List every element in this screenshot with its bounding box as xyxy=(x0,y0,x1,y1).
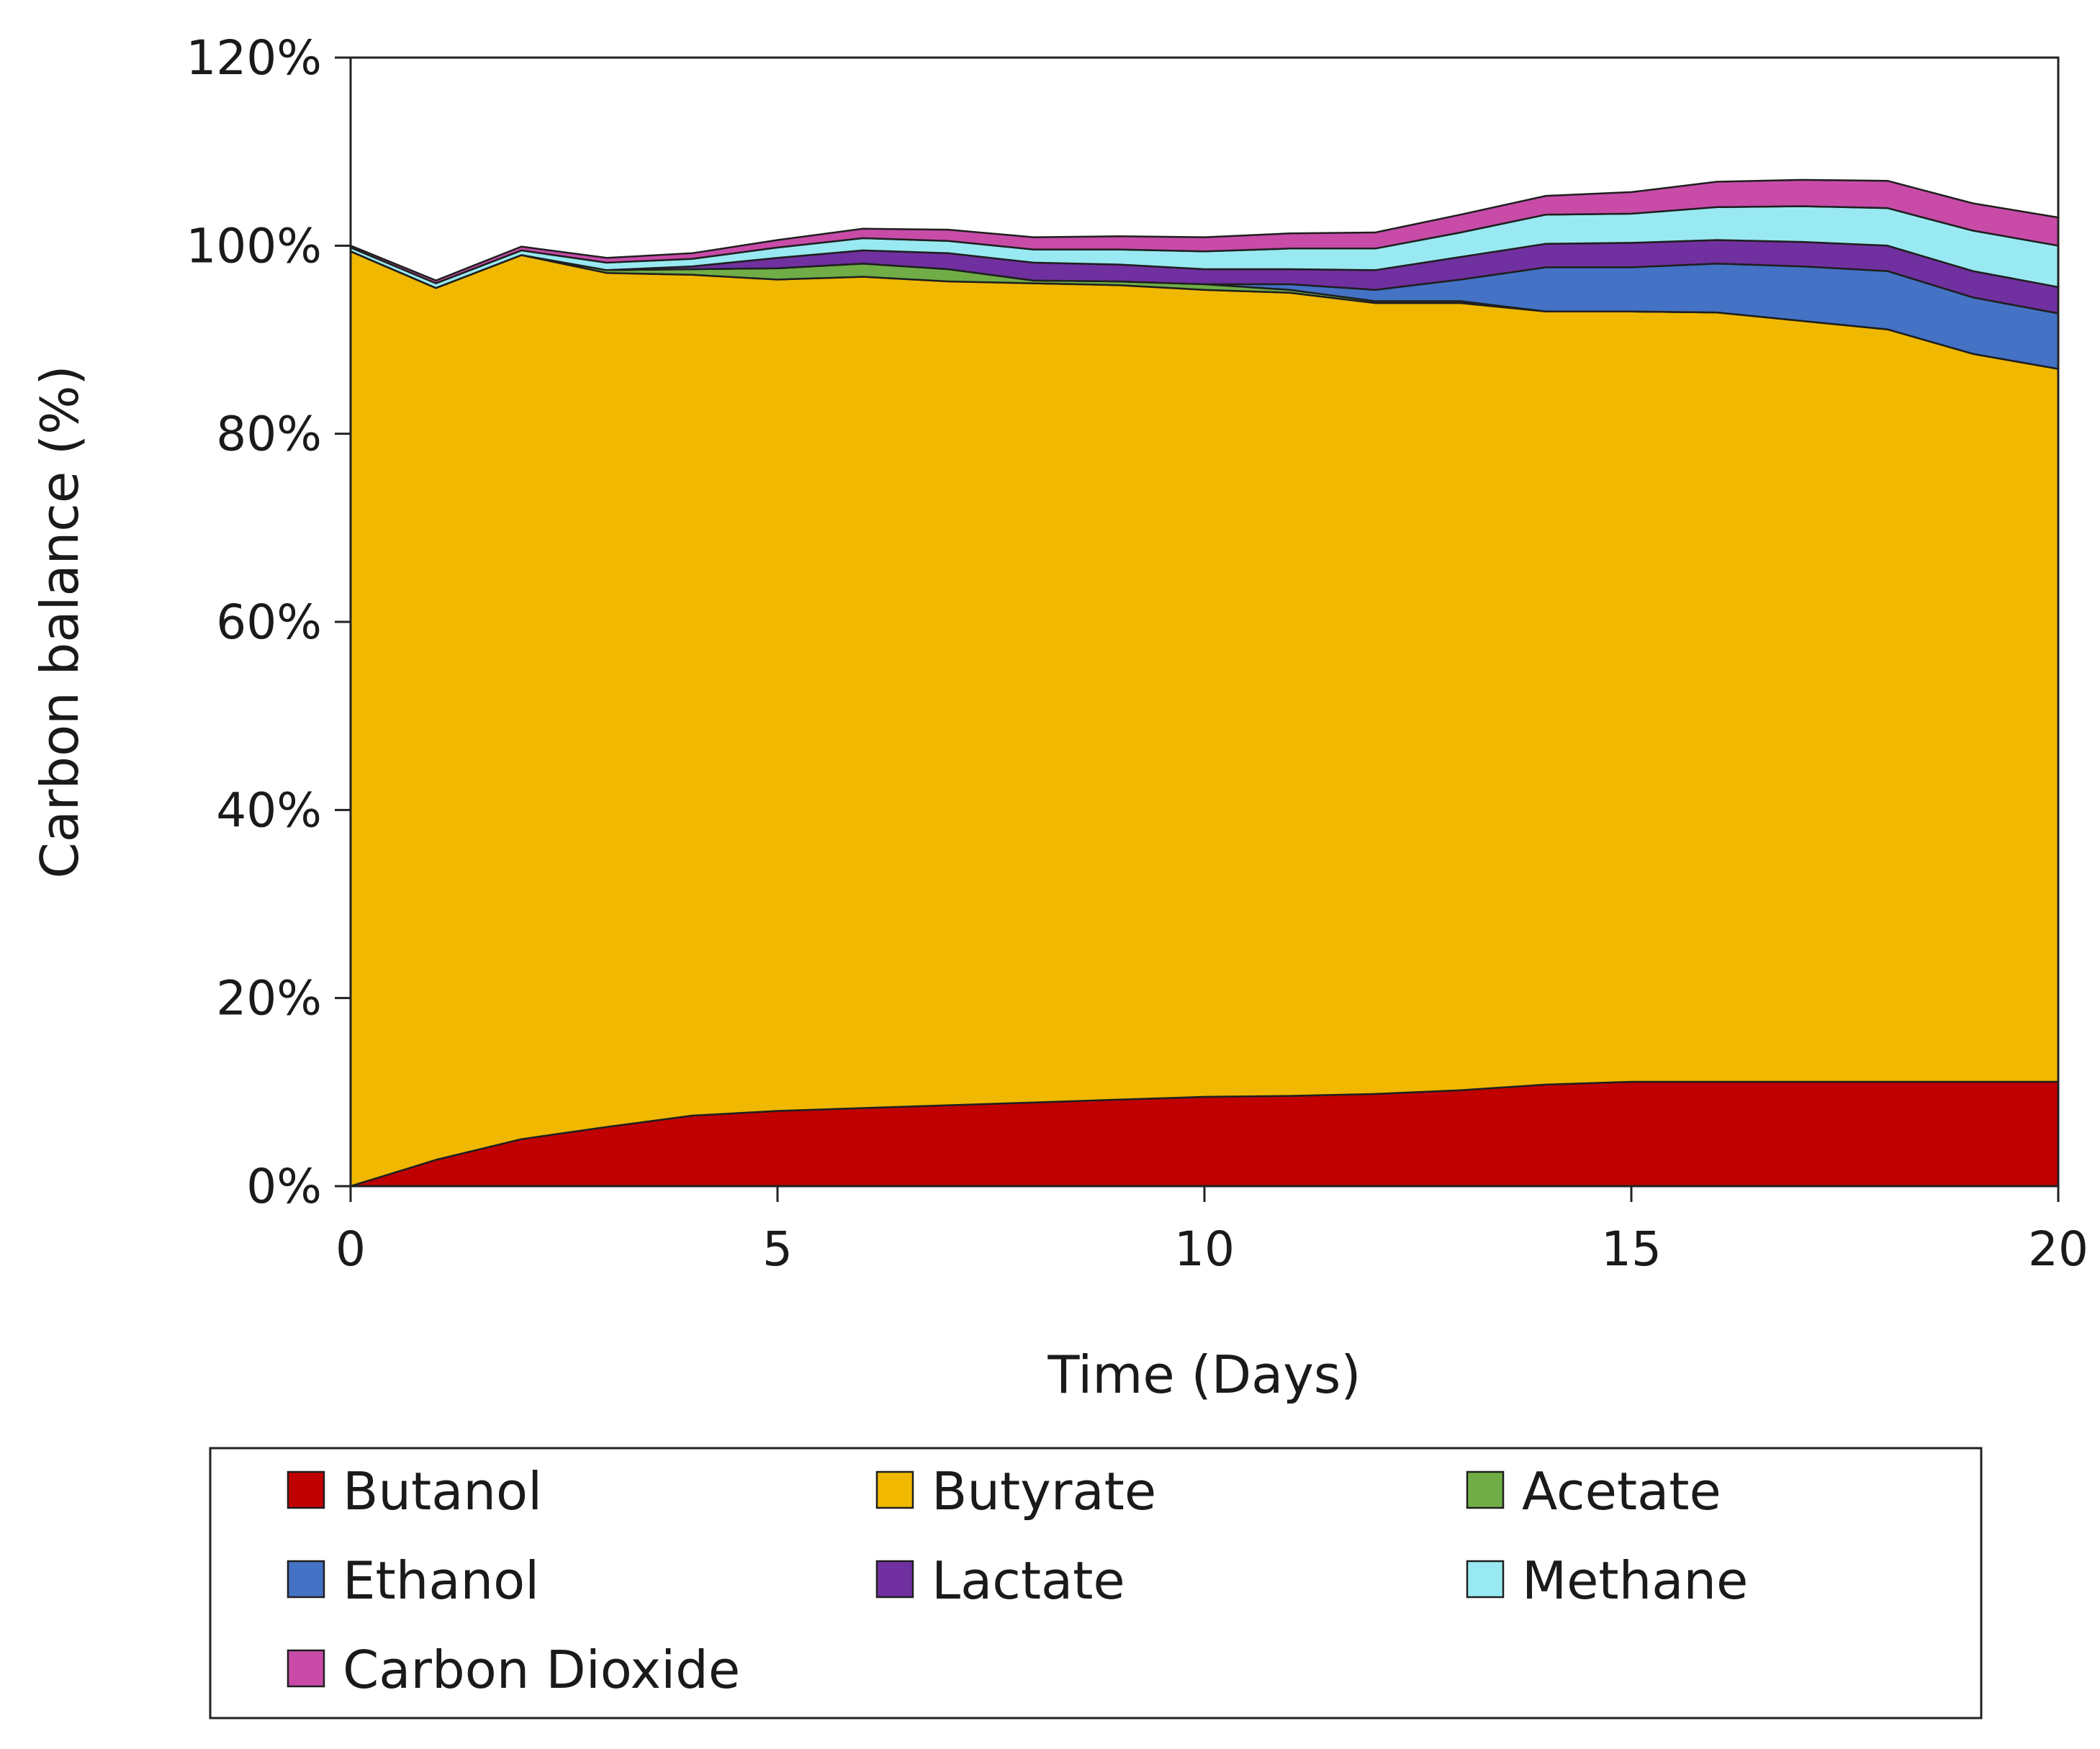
legend-swatch-butanol xyxy=(287,1470,325,1509)
x-tick-label: 10 xyxy=(1174,1221,1235,1277)
legend-swatch-methane xyxy=(1466,1560,1505,1599)
legend-label-butyrate: Butyrate xyxy=(932,1461,1156,1522)
x-tick-label: 15 xyxy=(1601,1221,1662,1277)
legend-label-carbon-dioxide: Carbon Dioxide xyxy=(343,1640,740,1700)
legend-swatch-butyrate xyxy=(875,1470,914,1509)
x-tick-label: 20 xyxy=(2028,1221,2088,1277)
x-tick-label: 5 xyxy=(762,1221,793,1277)
area-butyrate xyxy=(349,250,2060,1188)
stacked-areas xyxy=(349,178,2060,1188)
x-axis: 0 5 10 15 20 xyxy=(335,1186,2088,1277)
legend-swatch-carbon-dioxide xyxy=(287,1649,325,1688)
y-tick-label: 0% xyxy=(246,1159,322,1214)
legend: Butanol Butyrate Acetate Ethanol Lactate Meth… xyxy=(209,1447,1983,1719)
y-tick-label: 80% xyxy=(216,407,322,462)
y-tick-label: 100% xyxy=(186,218,322,274)
legend-label-acetate: Acetate xyxy=(1522,1461,1721,1522)
x-tick-label: 0 xyxy=(335,1221,366,1277)
y-tick-label: 20% xyxy=(216,971,322,1026)
legend-label-lactate: Lactate xyxy=(932,1550,1125,1611)
x-axis-title: Time (Days) xyxy=(1047,1344,1361,1405)
legend-swatch-lactate xyxy=(875,1560,914,1599)
legend-label-butanol: Butanol xyxy=(343,1461,542,1522)
y-tick-label: 40% xyxy=(216,782,322,838)
legend-box xyxy=(209,1447,1983,1719)
y-axis: 0% 20% 40% 60% 80% 100% 120% xyxy=(186,30,351,1214)
y-axis-title: Carbon balance (%) xyxy=(30,365,90,878)
legend-label-ethanol: Ethanol xyxy=(343,1550,539,1611)
y-tick-label: 60% xyxy=(216,595,322,650)
legend-label-methane: Methane xyxy=(1522,1550,1748,1611)
legend-swatch-ethanol xyxy=(287,1560,325,1599)
legend-swatch-acetate xyxy=(1466,1470,1505,1509)
y-tick-label: 120% xyxy=(186,30,322,86)
